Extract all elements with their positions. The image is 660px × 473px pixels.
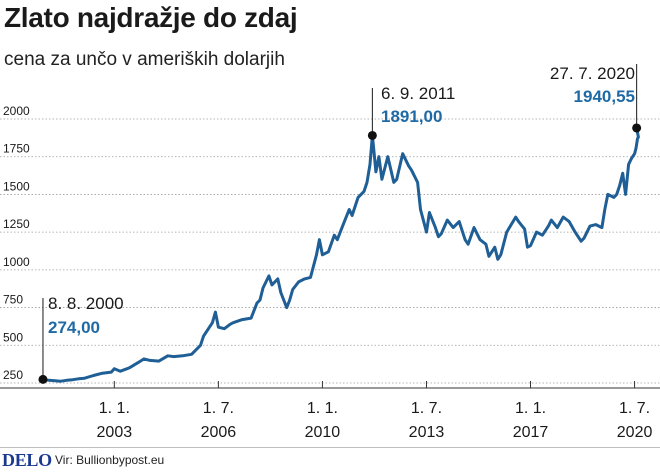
x-tick-label-year: 2006 bbox=[201, 424, 237, 441]
x-tick-label-day: 1. 7. bbox=[203, 400, 234, 417]
annotation-value-label: 1891,00 bbox=[381, 107, 442, 126]
annotation-marker bbox=[367, 130, 377, 140]
annotation-date-label: 6. 9. 2011 bbox=[381, 84, 455, 103]
x-tick-label-year: 2010 bbox=[305, 424, 341, 441]
footer: DELO Vir: Bullionbypost.eu bbox=[0, 447, 660, 473]
y-tick-label: 1250 bbox=[3, 217, 30, 231]
y-tick-label: 250 bbox=[3, 368, 23, 382]
annotation-date-label: 8. 8. 2000 bbox=[48, 294, 124, 313]
x-tick-label-year: 2020 bbox=[617, 424, 653, 441]
price-line bbox=[41, 126, 640, 383]
x-tick-label-year: 2017 bbox=[513, 424, 549, 441]
y-tick-label: 2000 bbox=[3, 104, 30, 118]
annotation-date-label: 27. 7. 2020 bbox=[550, 64, 635, 83]
source-note: Vir: Bullionbypost.eu bbox=[55, 453, 165, 467]
footer-divider bbox=[0, 447, 660, 448]
annotation-value-label: 1940,55 bbox=[574, 87, 635, 106]
annotation-marker bbox=[632, 123, 642, 133]
x-tick-label-day: 1. 1. bbox=[99, 400, 130, 417]
annotation-marker bbox=[38, 374, 48, 384]
x-tick-label-day: 1. 1. bbox=[515, 400, 546, 417]
delo-logo: DELO bbox=[2, 450, 52, 470]
y-tick-label: 750 bbox=[3, 293, 23, 307]
chart-title: Zlato najdražje do zdaj bbox=[4, 2, 298, 33]
annotation-value-label: 274,00 bbox=[48, 318, 100, 337]
x-tick-label-day: 1. 1. bbox=[307, 400, 338, 417]
y-tick-label: 1500 bbox=[3, 179, 30, 193]
x-tick-label-day: 1. 7. bbox=[619, 400, 650, 417]
y-tick-label: 1750 bbox=[3, 142, 30, 156]
y-tick-label: 500 bbox=[3, 330, 23, 344]
y-tick-label: 1000 bbox=[3, 255, 30, 269]
x-tick-label-year: 2003 bbox=[97, 424, 133, 441]
x-tick-label-day: 1. 7. bbox=[411, 400, 442, 417]
gold-price-chart: 250 500 750 1000 1250 1500 1750 2000 1. 1. 2003 1.… bbox=[0, 64, 660, 441]
x-tick-label-year: 2013 bbox=[409, 424, 445, 441]
chart-subtitle: cena za unčo v ameriških dolarjih bbox=[4, 49, 285, 70]
